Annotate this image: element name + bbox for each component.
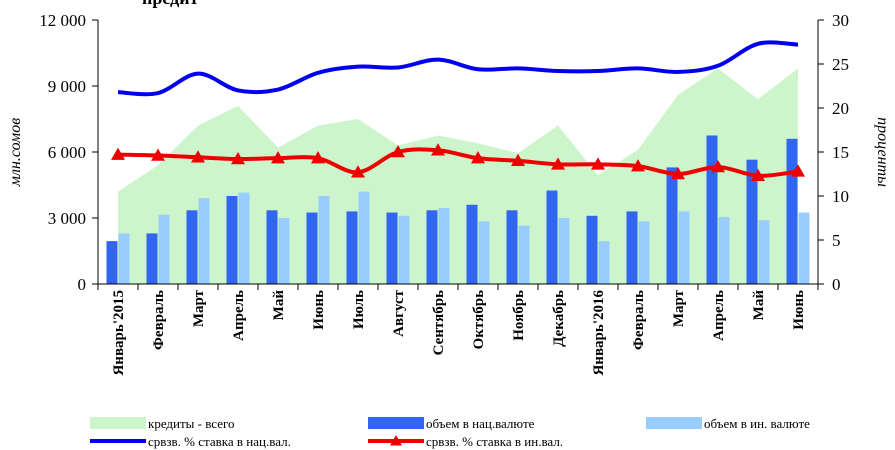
y2-tick-label-1: 5 [832, 231, 841, 250]
bar-foreign-currency-9 [478, 221, 490, 284]
marker-rate-foreign-currency-10 [511, 153, 525, 167]
bar-foreign-currency-4 [278, 218, 290, 284]
marker-rate-foreign-currency-1 [151, 148, 165, 161]
x-tick-label-3: Апрель [231, 290, 247, 341]
x-tick-label-8: Сентябрь [431, 290, 447, 355]
bar-foreign-currency-17 [798, 212, 810, 284]
y-tick-label-0: 0 [78, 275, 87, 294]
marker-rate-foreign-currency-5 [311, 151, 325, 164]
x-tick-label-2: Март [191, 289, 207, 327]
bar-national-currency-15 [706, 135, 718, 284]
marker-rate-foreign-currency-14 [671, 167, 685, 180]
bar-foreign-currency-7 [398, 215, 410, 284]
y2-axis-title: проценты [874, 117, 891, 187]
marker-rate-foreign-currency-15 [711, 159, 725, 173]
x-tick-label-4: Май [271, 290, 287, 321]
legend-label-2: объем в ин. валюте [704, 416, 810, 431]
bar-foreign-currency-13 [638, 221, 650, 284]
marker-rate-foreign-currency-17 [791, 164, 805, 177]
legend-swatch-0 [90, 417, 146, 429]
bar-national-currency-8 [426, 210, 438, 284]
bar-foreign-currency-16 [758, 220, 770, 284]
y2-tick-label-4: 20 [832, 99, 849, 118]
x-tick-label-17: Июнь [791, 290, 807, 330]
legend-swatch-2 [646, 417, 702, 429]
x-tick-label-1: Февраль [151, 290, 167, 350]
bar-foreign-currency-15 [718, 216, 730, 284]
bar-foreign-currency-12 [598, 241, 610, 284]
bar-national-currency-0 [106, 241, 118, 284]
area-series-total-credits [118, 68, 798, 285]
marker-rate-foreign-currency-4 [271, 151, 285, 164]
y-tick-label-4: 12 000 [39, 11, 86, 30]
marker-rate-foreign-currency-0 [111, 147, 125, 160]
y2-tick-label-0: 0 [832, 275, 841, 294]
bar-national-currency-17 [786, 138, 798, 284]
bar-national-currency-9 [466, 204, 478, 284]
bar-foreign-currency-10 [518, 225, 530, 284]
x-tick-label-0: Январь'2015 [111, 290, 127, 376]
bar-foreign-currency-6 [358, 191, 370, 284]
x-tick-label-10: Ноябрь [511, 290, 527, 341]
y-axis-title: млн.сомов [7, 118, 24, 187]
y-tick-label-3: 9 000 [48, 77, 86, 96]
marker-rate-foreign-currency-13 [631, 159, 645, 172]
marker-rate-foreign-currency-16 [751, 168, 765, 182]
bar-national-currency-13 [626, 211, 638, 284]
marker-rate-foreign-currency-11 [551, 157, 565, 170]
bar-foreign-currency-14 [678, 211, 690, 284]
bar-foreign-currency-0 [118, 233, 130, 284]
bar-foreign-currency-1 [158, 214, 170, 284]
bar-national-currency-12 [586, 215, 598, 284]
bar-national-currency-14 [666, 167, 678, 284]
bar-national-currency-1 [146, 233, 158, 284]
x-tick-label-11: Декабрь [551, 290, 567, 347]
y2-tick-label-3: 15 [832, 143, 849, 162]
x-tick-label-9: Октябрь [471, 290, 487, 349]
legend-label-4: срвзв. % ставка в ин.вал. [426, 434, 563, 449]
marker-rate-foreign-currency-3 [231, 152, 245, 165]
bar-foreign-currency-5 [318, 196, 330, 284]
bar-national-currency-16 [746, 159, 758, 284]
x-tick-label-13: Февраль [631, 290, 647, 350]
bar-foreign-currency-11 [558, 218, 570, 284]
x-tick-label-14: Март [671, 289, 687, 327]
legend-swatch-1 [368, 417, 424, 429]
bar-foreign-currency-8 [438, 208, 450, 284]
x-tick-label-16: Май [751, 290, 767, 321]
chart-title: предит [142, 0, 199, 8]
y2-tick-label-6: 30 [832, 11, 849, 30]
bar-national-currency-7 [386, 212, 398, 284]
bar-national-currency-3 [226, 196, 238, 284]
line-rate-national-currency [117, 40, 799, 97]
y2-tick-label-2: 10 [832, 187, 849, 206]
marker-rate-foreign-currency-7 [391, 145, 405, 158]
x-tick-label-5: Июнь [311, 290, 327, 330]
bar-national-currency-4 [266, 210, 278, 284]
marker-rate-foreign-currency-2 [191, 150, 205, 163]
x-tick-label-12: Январь'2016 [591, 290, 607, 376]
x-tick-label-7: Август [391, 289, 407, 336]
marker-rate-foreign-currency-12 [591, 157, 605, 170]
marker-rate-foreign-currency-9 [471, 151, 485, 164]
legend-marker-4 [390, 435, 402, 446]
bar-foreign-currency-2 [198, 198, 210, 284]
legend-label-3: срвзв. % ставка в нац.вал. [148, 434, 291, 449]
y2-tick-label-5: 25 [832, 55, 849, 74]
bar-national-currency-10 [506, 210, 518, 284]
x-tick-label-6: Июль [351, 290, 367, 329]
marker-rate-foreign-currency-8 [431, 143, 445, 156]
marker-rate-foreign-currency-6 [351, 165, 365, 178]
bar-national-currency-5 [306, 212, 318, 284]
legend-label-1: объем в нац.валюте [426, 416, 535, 431]
x-tick-label-15: Апрель [711, 290, 727, 341]
legend-label-0: кредиты - всего [148, 416, 235, 431]
y-tick-label-1: 3 000 [48, 209, 86, 228]
y-tick-label-2: 6 000 [48, 143, 86, 162]
bar-national-currency-6 [346, 211, 358, 284]
bar-national-currency-2 [186, 210, 198, 284]
bar-national-currency-11 [546, 190, 558, 284]
bar-foreign-currency-3 [238, 192, 250, 284]
